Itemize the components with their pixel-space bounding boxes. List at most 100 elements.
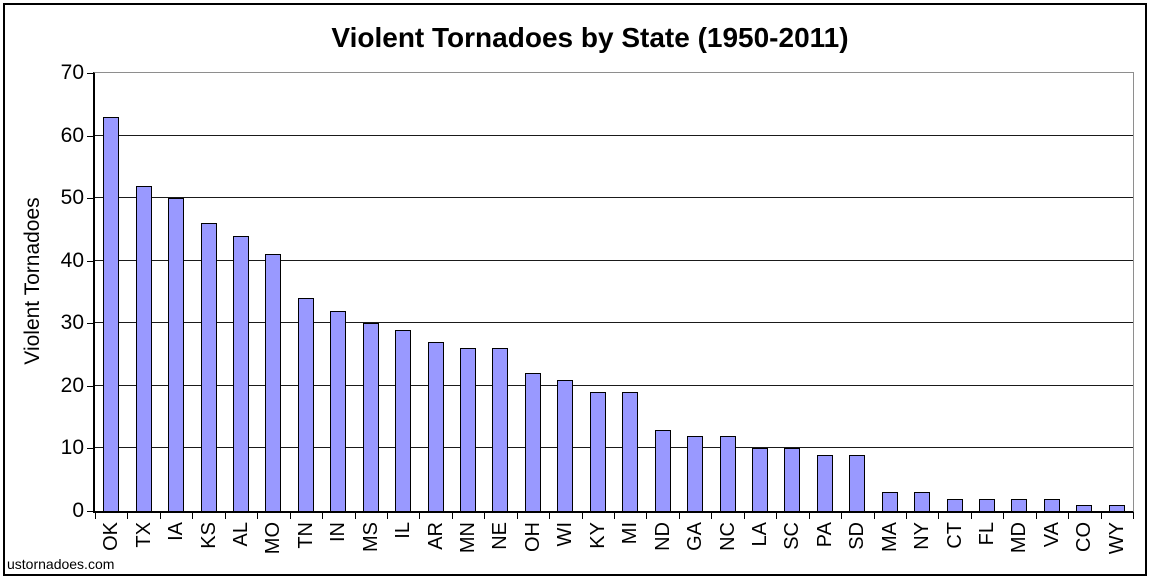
x-tick-mark-11 xyxy=(452,512,453,519)
gridline-60 xyxy=(95,134,1133,136)
bar-in xyxy=(330,310,347,511)
x-tick-label-sc: SC xyxy=(781,522,804,550)
bar-sc xyxy=(784,448,801,511)
bar-tx xyxy=(135,185,152,511)
bar-wy xyxy=(1108,504,1125,511)
x-tick-label-ky: KY xyxy=(586,522,609,549)
x-tick-mark-5 xyxy=(257,512,258,519)
chart-title: Violent Tornadoes by State (1950-2011) xyxy=(331,22,849,53)
x-tick-mark-25 xyxy=(906,512,907,519)
x-tick-label-pa: PA xyxy=(813,522,836,548)
y-tick-mark-60 xyxy=(87,135,95,137)
x-tick-label-mn: MN xyxy=(457,522,480,554)
watermark-text: ustornadoes.com xyxy=(7,556,115,572)
bar-ny xyxy=(914,492,931,511)
x-tick-mark-3 xyxy=(192,512,193,519)
y-tick-label-0: 0 xyxy=(72,499,84,522)
x-tick-mark-6 xyxy=(290,512,291,519)
bar-ma xyxy=(881,492,898,511)
bar-sd xyxy=(849,454,866,511)
y-tick-label-50: 50 xyxy=(60,186,84,210)
y-tick-mark-20 xyxy=(87,385,95,387)
x-tick-label-tn: TN xyxy=(294,522,317,549)
gridline-20 xyxy=(95,384,1133,386)
x-tick-mark-24 xyxy=(874,512,875,519)
y-tick-label-30: 30 xyxy=(60,311,84,335)
bar-tn xyxy=(297,298,314,511)
bar-ks xyxy=(200,223,217,511)
bar-ga xyxy=(687,435,704,511)
x-tick-mark-23 xyxy=(841,512,842,519)
x-tick-mark-10 xyxy=(419,512,420,519)
x-tick-label-co: CO xyxy=(1073,522,1096,552)
x-tick-mark-18 xyxy=(679,512,680,519)
y-tick-label-40: 40 xyxy=(60,248,84,272)
y-tick-label-60: 60 xyxy=(60,123,84,147)
bar-ms xyxy=(362,323,379,511)
bar-il xyxy=(395,329,412,511)
gridline-10 xyxy=(95,447,1133,449)
gridline-40 xyxy=(95,259,1133,261)
x-tick-mark-20 xyxy=(744,512,745,519)
x-tick-mark-29 xyxy=(1036,512,1037,519)
x-tick-mark-0 xyxy=(95,512,96,519)
y-tick-mark-50 xyxy=(87,198,95,200)
x-tick-mark-16 xyxy=(614,512,615,519)
x-tick-label-ma: MA xyxy=(878,522,901,552)
x-tick-label-al: AL xyxy=(229,522,252,547)
y-tick-mark-10 xyxy=(87,448,95,450)
y-axis-title: Violent Tornadoes xyxy=(21,197,44,365)
x-tick-mark-28 xyxy=(1003,512,1004,519)
bar-mn xyxy=(460,348,477,511)
x-tick-label-fl: FL xyxy=(976,522,999,546)
x-tick-label-ny: NY xyxy=(911,522,934,550)
bar-md xyxy=(1011,498,1028,511)
y-tick-label-70: 70 xyxy=(60,61,84,84)
x-tick-label-mi: MI xyxy=(619,522,642,545)
gridline-50 xyxy=(95,197,1133,199)
x-tick-mark-13 xyxy=(517,512,518,519)
x-tick-mark-30 xyxy=(1068,512,1069,519)
x-tick-mark-2 xyxy=(160,512,161,519)
x-tick-label-wy: WY xyxy=(1105,522,1128,555)
x-tick-mark-7 xyxy=(322,512,323,519)
x-tick-label-wi: WI xyxy=(554,522,577,547)
x-tick-label-il: IL xyxy=(392,522,415,539)
x-tick-label-oh: OH xyxy=(521,522,544,552)
y-tick-label-20: 20 xyxy=(60,373,84,397)
bar-al xyxy=(232,235,249,511)
x-tick-mark-14 xyxy=(549,512,550,519)
y-tick-mark-0 xyxy=(87,511,95,512)
gridline-30 xyxy=(95,322,1133,324)
x-tick-mark-31 xyxy=(1101,512,1102,519)
bar-ok xyxy=(103,116,120,511)
y-tick-mark-40 xyxy=(87,260,95,262)
x-tick-label-in: IN xyxy=(327,522,350,542)
x-tick-mark-9 xyxy=(387,512,388,519)
y-tick-mark-70 xyxy=(87,73,95,74)
bar-nc xyxy=(719,435,736,511)
bar-ky xyxy=(589,392,606,511)
x-tick-mark-17 xyxy=(646,512,647,519)
x-tick-mark-27 xyxy=(971,512,972,519)
x-tick-label-ia: IA xyxy=(165,522,188,541)
x-tick-mark-1 xyxy=(127,512,128,519)
x-tick-mark-21 xyxy=(776,512,777,519)
bar-nd xyxy=(654,429,671,511)
bar-pa xyxy=(816,454,833,511)
bar-mi xyxy=(622,392,639,511)
x-tick-mark-4 xyxy=(225,512,226,519)
x-tick-label-sd: SD xyxy=(846,522,869,550)
x-tick-label-nc: NC xyxy=(716,522,739,551)
x-tick-label-la: LA xyxy=(748,522,771,547)
x-tick-label-ms: MS xyxy=(359,522,382,552)
x-tick-label-va: VA xyxy=(1040,522,1063,548)
x-tick-label-ne: NE xyxy=(489,522,512,550)
bar-oh xyxy=(524,373,541,511)
x-tick-label-mo: MO xyxy=(262,522,285,555)
bar-fl xyxy=(979,498,996,511)
x-tick-label-ar: AR xyxy=(424,522,447,550)
x-tick-label-ct: CT xyxy=(943,522,966,549)
x-tick-label-nd: ND xyxy=(651,522,674,551)
